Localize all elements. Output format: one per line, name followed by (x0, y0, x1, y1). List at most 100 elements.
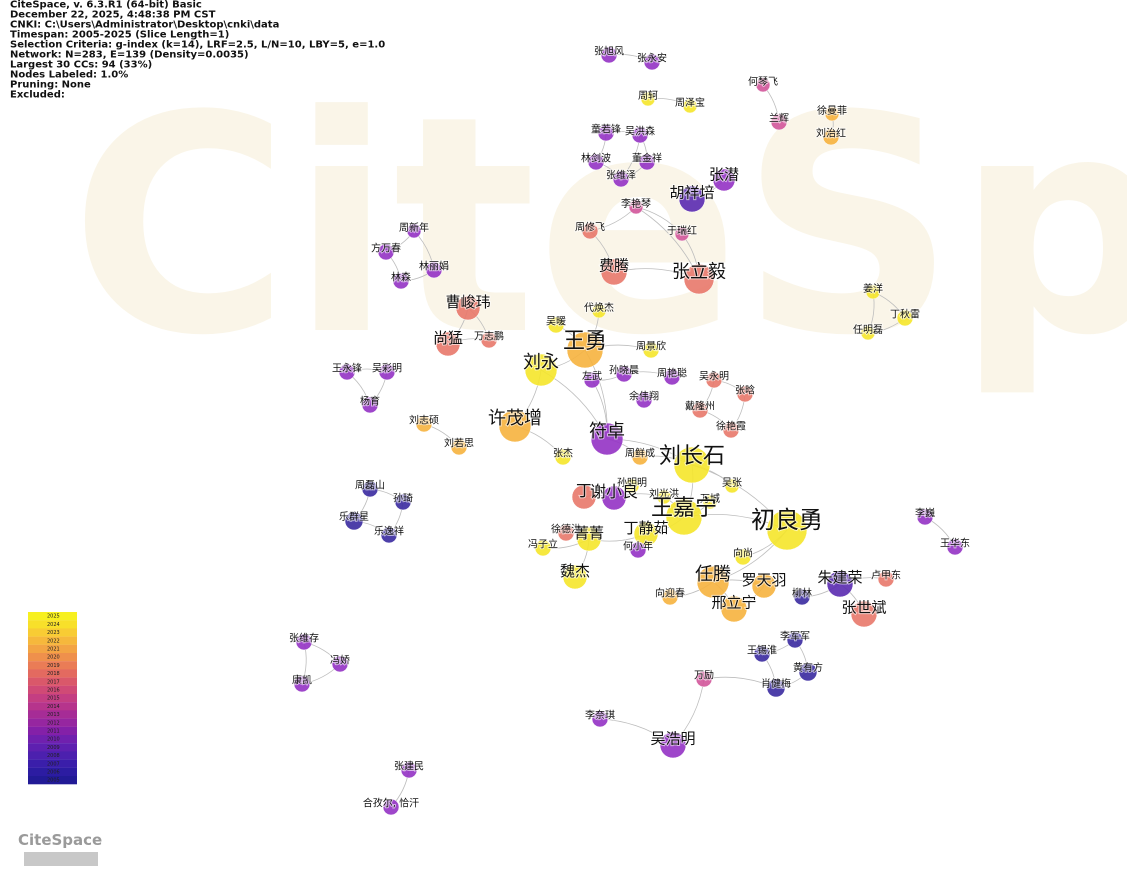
node-label: 曹峻玮 (445, 293, 490, 311)
legend-swatch (28, 751, 77, 760)
node-circle (751, 573, 777, 599)
node: 张建民 (393, 758, 425, 779)
node-circle (683, 263, 715, 295)
legend-year: 2020 (47, 655, 60, 661)
node-label: 万励 (694, 668, 714, 681)
node-label: 左武 (582, 369, 602, 382)
node-circle (576, 526, 602, 552)
node-label: 代焕杰 (584, 301, 614, 314)
node: 张旭风 (593, 44, 625, 64)
node: 何琴飞 (747, 74, 779, 93)
node: 周修飞 (574, 219, 606, 240)
node-circle (631, 126, 649, 144)
node-label: 林森 (391, 270, 411, 283)
node: 杨育 (359, 393, 381, 414)
node-circle (629, 541, 647, 559)
node-label: 菁菁 (574, 524, 604, 542)
legend-year: 2015 (47, 696, 60, 702)
node: 乐群星 (338, 509, 370, 531)
legend-year: 2017 (47, 679, 60, 685)
node-circle (860, 325, 876, 341)
node-circle (798, 662, 818, 682)
node: 柳林 (791, 585, 813, 606)
node: 刘光洪 (648, 486, 680, 505)
node-circle (705, 371, 723, 389)
node-label: 童若锋 (591, 122, 621, 135)
node-label: 孙琦 (393, 491, 413, 504)
node-label: 孙晓晨 (609, 363, 639, 376)
node: 朱建荣 (816, 568, 864, 598)
node-circle (566, 331, 604, 369)
node-label: 任腾 (695, 564, 731, 585)
node-circle (498, 409, 532, 443)
node-circle (682, 98, 698, 114)
node-label: 李军军 (780, 629, 810, 642)
legend-year: 2022 (47, 638, 60, 644)
node: 向尚 (732, 545, 754, 566)
node: 吴永明 (698, 368, 730, 389)
node-label: 刘长石 (659, 444, 725, 469)
node-label: 合孜尔, 恰汗 (363, 796, 419, 809)
node: 刘若思 (443, 435, 475, 456)
node-label: 卢甲东 (871, 568, 901, 581)
node-circle (380, 526, 398, 544)
node-circle (406, 223, 422, 239)
node: 林森 (390, 269, 412, 290)
node-circle (877, 570, 895, 588)
legend-swatch (28, 710, 77, 719)
node-label: 林剑波 (581, 151, 611, 164)
header-line: CiteSpace, v. 6.3.R1 (64-bit) Basic (10, 0, 202, 10)
legend-swatch (28, 661, 77, 670)
node-circle (547, 316, 565, 334)
node-circle (722, 421, 740, 439)
node-circle (344, 511, 364, 531)
node-circle (600, 46, 618, 64)
node: 林丽娟 (418, 258, 450, 279)
node-circle (480, 331, 498, 349)
logo-base (24, 852, 98, 866)
node-label: 吴彩明 (372, 362, 402, 374)
legend-swatch (28, 743, 77, 752)
node-label: 周鲜成 (625, 446, 655, 459)
node-circle (850, 600, 878, 628)
node-label: 冯子立 (528, 537, 558, 550)
node-label: 徐曼菲 (817, 104, 847, 117)
node: 吴浩明 (649, 729, 697, 759)
legend-year: 2018 (47, 671, 60, 677)
node: 张潜 (708, 165, 740, 192)
node: 孙明明 (616, 475, 648, 494)
node-label: 张潜 (709, 166, 739, 184)
node-label: 费腾 (599, 257, 629, 275)
node-circle (624, 478, 640, 494)
node-circle (571, 484, 597, 510)
logo: CiteSpace (18, 831, 102, 866)
node: 费腾 (598, 256, 630, 286)
node-circle (766, 678, 786, 698)
node: 张立毅 (671, 260, 727, 295)
node-circle (691, 401, 709, 419)
legend-swatch (28, 735, 77, 744)
node: 张维存 (288, 630, 320, 651)
node-label: 张永安 (637, 51, 667, 64)
legend-swatch (28, 718, 77, 727)
node-circle (635, 391, 653, 409)
node: 何小年 (622, 538, 654, 559)
node-circle (378, 363, 396, 381)
node: 丁秋雷 (889, 306, 921, 327)
node-label: 张杰 (553, 447, 573, 459)
node-circle (822, 128, 840, 146)
header-line: Largest 30 CCs: 94 (33%) (10, 59, 152, 70)
node-circle (673, 446, 711, 484)
node: 左武 (581, 368, 603, 389)
node: 菁菁 (573, 523, 605, 552)
node: 方万春 (370, 240, 402, 261)
node-label: 初良勇 (751, 506, 823, 534)
legend: 2025 2024 2023 2022 2021 2020 2019 2018 2017 2016… (28, 612, 77, 785)
node-label: 周新年 (399, 221, 429, 234)
node-label: 丁 (576, 481, 592, 500)
node-circle (793, 588, 811, 606)
node-label: 尚猛 (433, 329, 463, 347)
node-label: 余伟翔 (629, 389, 659, 402)
node: 张杰 (552, 446, 574, 466)
node-circle (425, 261, 443, 279)
